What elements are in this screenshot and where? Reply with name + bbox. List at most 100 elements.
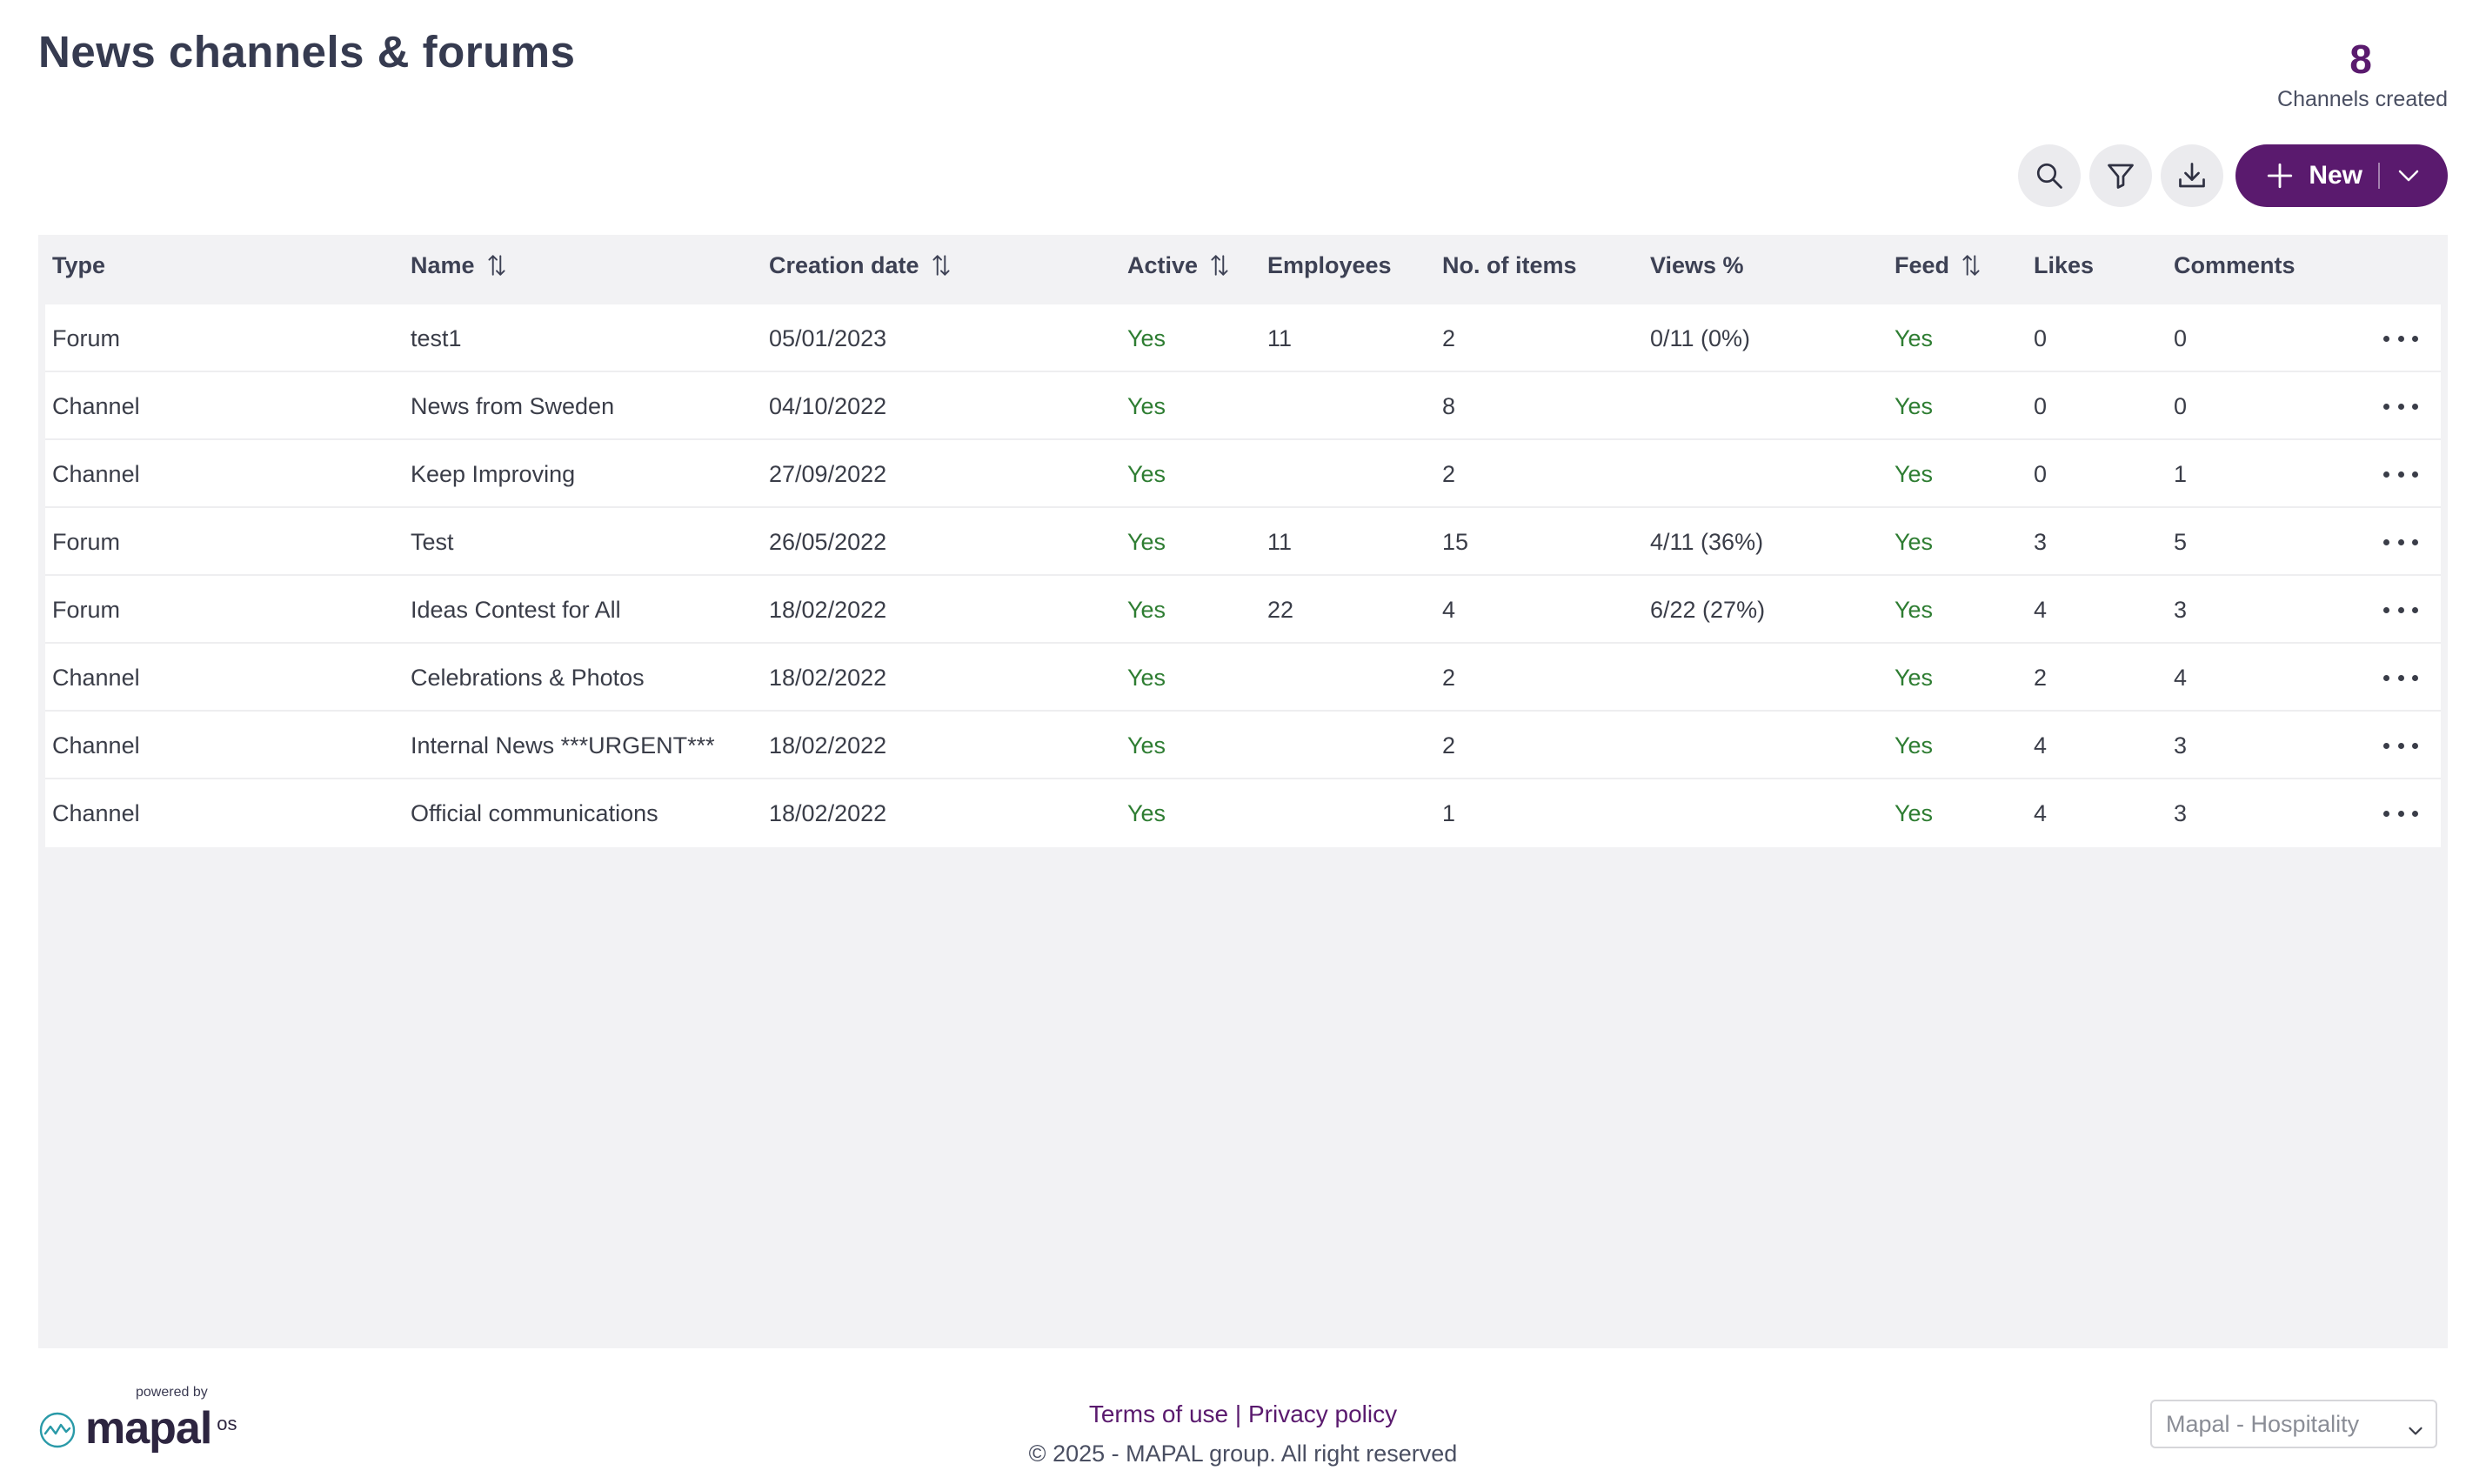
channels-table: Type Name Creation date Active Employees… [38,235,2448,1348]
cell-type: Forum [52,324,121,351]
more-options-dot [2397,538,2404,545]
powered-by-label: powered by [136,1385,208,1400]
channels-count-label: Channels created [2277,87,2448,111]
cell-creation-date: 18/02/2022 [769,799,887,826]
privacy-link[interactable]: Privacy policy [1247,1400,1398,1427]
filter-button[interactable] [2089,144,2153,207]
header-creation-date[interactable]: Creation date [769,235,952,296]
new-button-label: New [2309,161,2362,190]
cell-likes: 0 [2034,324,2048,351]
cell-name: Test [411,528,454,555]
sort-icon[interactable] [485,252,508,278]
cell-views: 6/22 (27%) [1650,596,1766,623]
more-options-icon[interactable] [2383,461,2418,487]
table-row[interactable]: Channel Internal News ***URGENT*** 18/02/2… [45,712,2441,779]
header-active[interactable]: Active [1127,235,1231,296]
cell-name: test1 [411,324,462,351]
cell-likes: 2 [2034,664,2048,691]
cell-feed: Yes [1895,528,1934,555]
new-button[interactable]: New [2235,144,2448,207]
cell-feed: Yes [1895,664,1934,691]
more-options-dot [2383,538,2389,545]
chevron-down-icon [2409,1427,2423,1435]
more-options-dot [2412,810,2418,817]
chevron-down-icon[interactable] [2396,163,2422,189]
search-button[interactable] [2018,144,2082,207]
sort-icon[interactable] [1208,252,1231,278]
table-row[interactable]: Forum test1 05/01/2023 Yes 11 2 0/11 (0%) Yes 0 0 [45,304,2441,372]
more-options-icon[interactable] [2383,732,2418,759]
more-options-dot [2412,471,2418,478]
more-options-dot [2397,742,2404,749]
terms-link[interactable]: Terms of use [1088,1400,1229,1427]
table-row[interactable]: Forum Ideas Contest for All 18/02/2022 Yes 2… [45,576,2441,644]
more-options-icon[interactable] [2383,529,2418,555]
more-options-dot [2383,674,2389,681]
header-likes: Likes [2034,251,2095,278]
more-options-icon[interactable] [2383,597,2418,623]
cell-active: Yes [1127,460,1166,487]
cell-feed: Yes [1895,732,1934,759]
cell-likes: 4 [2034,596,2048,623]
cell-views: 4/11 (36%) [1650,528,1764,555]
cell-items: 4 [1442,596,1456,623]
cell-type: Channel [52,460,140,487]
cell-items: 2 [1442,460,1456,487]
download-button[interactable] [2161,144,2224,207]
table-row[interactable]: Channel Official communications 18/02/2022… [45,779,2441,847]
page-title: News channels & forums [38,27,576,77]
toolbar: New [2018,144,2448,207]
cell-items: 2 [1442,664,1456,691]
more-options-icon[interactable] [2383,393,2418,419]
table-row[interactable]: Channel News from Sweden 04/10/2022 Yes 8 Yes… [45,372,2441,440]
cell-creation-date: 18/02/2022 [769,596,887,623]
header-feed[interactable]: Feed [1895,235,1982,296]
organization-select[interactable]: Mapal - Hospitality [2150,1400,2437,1448]
download-icon [2179,163,2206,188]
header-employees: Employees [1267,251,1392,278]
more-options-dot [2412,335,2418,342]
cell-comments: 4 [2174,664,2188,691]
table-row[interactable]: Channel Keep Improving 27/09/2022 Yes 2 Yes 0 1 [45,440,2441,508]
cell-items: 15 [1442,528,1469,555]
cell-creation-date: 18/02/2022 [769,732,887,759]
cell-type: Forum [52,528,121,555]
search-icon [2037,163,2063,189]
header-name[interactable]: Name [411,235,508,296]
cell-active: Yes [1127,392,1166,419]
cell-creation-date: 05/01/2023 [769,324,887,351]
new-button-divider [2378,163,2380,189]
cell-comments: 3 [2174,596,2188,623]
more-options-dot [2397,471,2404,478]
cell-name: Keep Improving [411,460,576,487]
more-options-dot [2397,403,2404,410]
footer: Terms of use | Privacy policy © 2025 - M… [0,1400,2486,1467]
cell-feed: Yes [1895,799,1934,826]
sort-icon[interactable] [930,252,952,278]
more-options-dot [2397,335,2404,342]
sort-icon[interactable] [1960,252,1982,278]
cell-active: Yes [1127,799,1166,826]
cell-name: Internal News ***URGENT*** [411,732,715,759]
cell-comments: 0 [2174,392,2188,419]
more-options-dot [2383,403,2389,410]
more-options-icon[interactable] [2383,325,2418,351]
more-options-dot [2412,674,2418,681]
cell-type: Forum [52,596,121,623]
more-options-icon[interactable] [2383,665,2418,691]
cell-active: Yes [1127,596,1166,623]
organization-select-value: Mapal - Hospitality [2166,1410,2360,1437]
cell-likes: 0 [2034,392,2048,419]
more-options-dot [2397,674,2404,681]
cell-likes: 0 [2034,460,2048,487]
header-items: No. of items [1442,251,1577,278]
cell-items: 2 [1442,324,1456,351]
table-row[interactable]: Forum Test 26/05/2022 Yes 11 15 4/11 (36%) Yes 3… [45,508,2441,576]
table-row[interactable]: Channel Celebrations & Photos 18/02/2022 Ye… [45,644,2441,712]
more-options-dot [2412,538,2418,545]
cell-active: Yes [1127,528,1166,555]
more-options-dot [2383,810,2389,817]
cell-creation-date: 26/05/2022 [769,528,887,555]
more-options-icon[interactable] [2383,800,2418,826]
more-options-dot [2383,335,2389,342]
